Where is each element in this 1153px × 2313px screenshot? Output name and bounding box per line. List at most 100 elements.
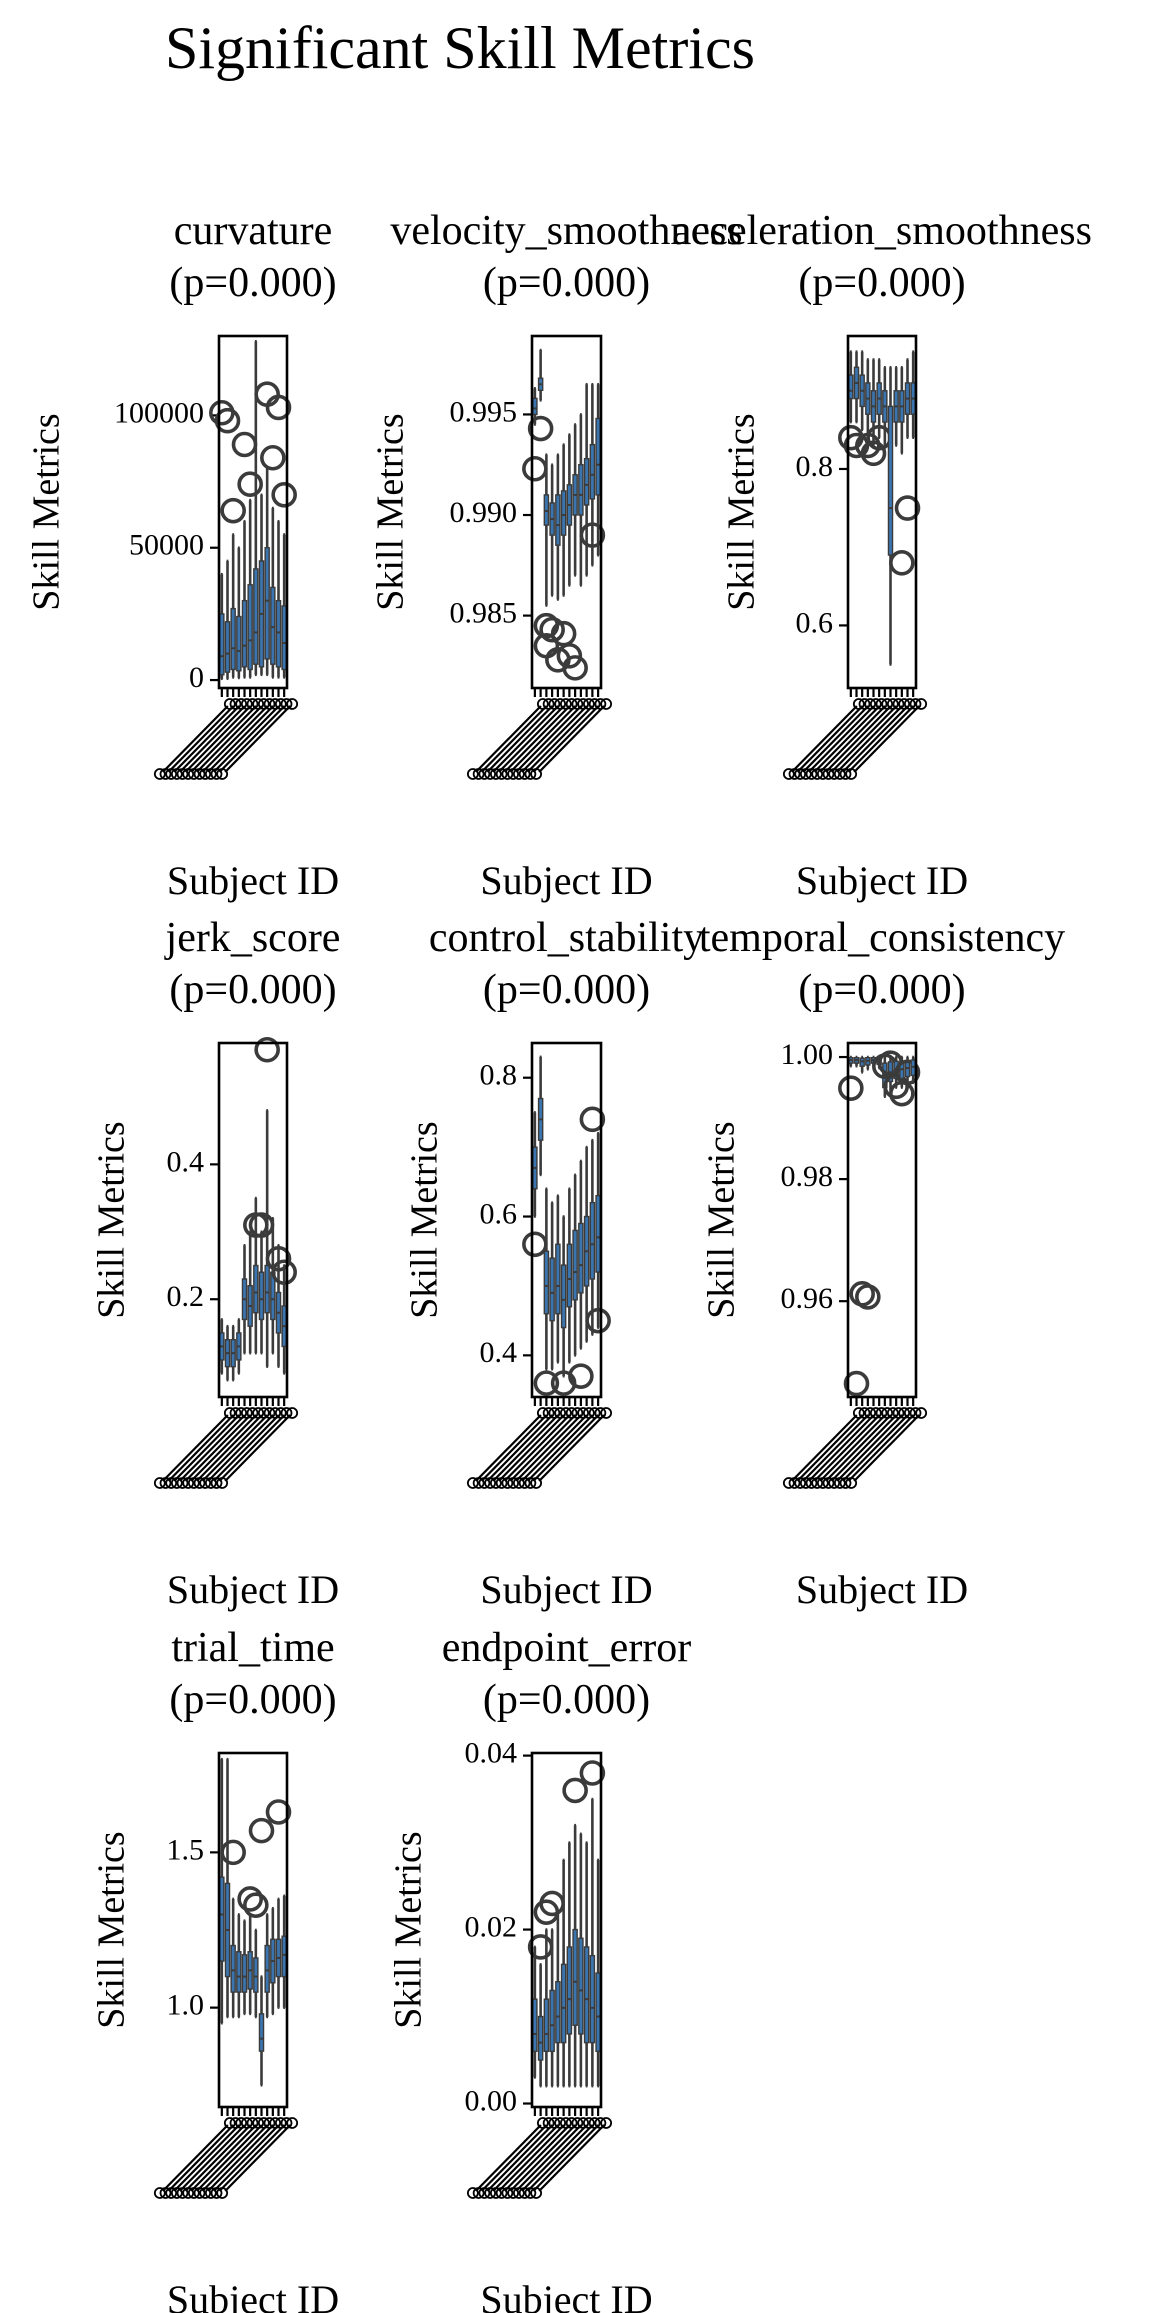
x-tick-label-glyph bbox=[210, 1477, 223, 1489]
x-axis-label: Subject ID bbox=[480, 1567, 652, 1612]
outlier-point bbox=[527, 415, 554, 442]
box-group bbox=[236, 546, 242, 680]
outlier-point bbox=[237, 1886, 263, 1912]
box-group bbox=[248, 1817, 275, 2087]
box bbox=[264, 1264, 270, 1314]
outlier-point bbox=[562, 655, 588, 681]
box-group bbox=[568, 1159, 594, 1389]
y-axis-label: Skill Metrics bbox=[388, 1831, 430, 2028]
box-group bbox=[265, 1243, 292, 1368]
x-tick-label bbox=[526, 1414, 594, 1482]
box-group bbox=[838, 1055, 864, 1101]
x-tick-label-glyph bbox=[193, 2187, 206, 2199]
x-tick-label bbox=[836, 705, 903, 773]
y-tick-label: 1.00 bbox=[781, 1038, 834, 1071]
box bbox=[264, 1944, 270, 1993]
box-group bbox=[247, 1230, 253, 1355]
box-group bbox=[579, 1106, 606, 1336]
box bbox=[270, 586, 276, 665]
x-tick-label bbox=[224, 2124, 291, 2192]
box-group bbox=[843, 1055, 870, 1397]
box bbox=[236, 615, 242, 672]
x-tick-label-glyph bbox=[193, 1477, 206, 1489]
box bbox=[566, 1946, 573, 2035]
box bbox=[848, 374, 854, 400]
box-group bbox=[578, 1832, 584, 2088]
y-tick-label: 0.990 bbox=[450, 496, 518, 529]
box bbox=[555, 494, 561, 546]
x-tick-label bbox=[830, 1414, 898, 1482]
box bbox=[595, 417, 601, 496]
subplot-pvalue: (p=0.000) bbox=[483, 260, 650, 306]
box-group bbox=[522, 386, 548, 482]
box-group bbox=[219, 1757, 225, 2025]
x-tick-label-glyph bbox=[478, 2187, 491, 2199]
box bbox=[281, 605, 287, 671]
outlier-point bbox=[889, 550, 915, 576]
box-group bbox=[566, 1841, 573, 2088]
box bbox=[572, 1229, 578, 1301]
box-group bbox=[578, 413, 584, 587]
x-tick-label-glyph bbox=[176, 1477, 189, 1489]
box-group bbox=[910, 350, 916, 439]
x-axis-label: Subject ID bbox=[796, 858, 968, 903]
x-tick-label bbox=[196, 705, 263, 773]
y-tick-label: 0.2 bbox=[167, 1280, 205, 1313]
x-tick-label bbox=[521, 1414, 588, 1482]
axes-frame bbox=[217, 1751, 289, 2109]
subplot-title: velocity_smoothness bbox=[390, 208, 742, 254]
box-group bbox=[271, 481, 297, 679]
x-tick-label bbox=[480, 705, 548, 773]
box bbox=[253, 1957, 259, 1993]
x-tick-label-glyph bbox=[204, 1477, 217, 1489]
x-tick-label-glyph bbox=[600, 2117, 613, 2129]
x-tick-label bbox=[532, 2124, 600, 2192]
x-tick-label bbox=[791, 705, 858, 773]
subplot: control_stability (p=0.000) Skill Metrics S… bbox=[404, 915, 704, 1612]
box bbox=[560, 1963, 567, 2044]
x-tick-label-glyph bbox=[165, 1477, 178, 1489]
x-tick-label-glyph bbox=[182, 768, 195, 780]
y-tick-label: 0.96 bbox=[781, 1282, 834, 1315]
x-tick-label-glyph bbox=[518, 2187, 531, 2199]
x-tick-label bbox=[184, 705, 252, 773]
x-tick-label-glyph bbox=[182, 2187, 195, 2199]
y-tick-label: 0.8 bbox=[480, 1059, 518, 1092]
box-group bbox=[265, 1799, 292, 2009]
x-tick-label bbox=[847, 705, 915, 773]
x-tick-label-glyph bbox=[524, 1477, 537, 1489]
box bbox=[578, 1222, 584, 1294]
y-tick-label: 0.00 bbox=[465, 2084, 518, 2117]
x-tick-label bbox=[808, 705, 875, 773]
x-tick-label-glyph bbox=[501, 2187, 514, 2199]
axes-frame bbox=[530, 334, 603, 690]
x-tick-label-glyph bbox=[518, 1477, 531, 1489]
x-axis-label: Subject ID bbox=[167, 1567, 339, 1612]
x-tick-label-glyph bbox=[187, 768, 200, 780]
outlier-point bbox=[539, 616, 565, 643]
y-axis-label: Skill Metrics bbox=[26, 413, 68, 610]
box-group bbox=[237, 471, 263, 679]
x-tick-label-glyph bbox=[484, 768, 497, 780]
box-group bbox=[562, 423, 588, 681]
box-group bbox=[265, 394, 292, 679]
outlier-point bbox=[855, 1284, 881, 1310]
x-axis-label: Subject ID bbox=[796, 1567, 968, 1612]
outlier-point bbox=[556, 643, 583, 669]
box-group bbox=[583, 1841, 590, 2088]
x-tick-label-glyph bbox=[799, 768, 812, 780]
box bbox=[543, 1250, 550, 1315]
x-tick-label-glyph bbox=[915, 698, 928, 710]
x-tick-label-glyph bbox=[518, 768, 531, 780]
x-tick-label bbox=[213, 705, 280, 773]
y-tick-label: 0 bbox=[189, 661, 204, 694]
x-tick-label bbox=[173, 705, 240, 773]
x-tick-label bbox=[475, 1414, 542, 1482]
x-tick-label bbox=[802, 1414, 869, 1482]
x-tick-label bbox=[813, 705, 881, 773]
y-tick-label: 0.995 bbox=[450, 395, 518, 428]
box bbox=[583, 457, 590, 506]
x-tick-label-glyph bbox=[159, 2187, 172, 2199]
box-group bbox=[562, 1777, 588, 2088]
x-tick-label-glyph bbox=[472, 1477, 485, 1489]
